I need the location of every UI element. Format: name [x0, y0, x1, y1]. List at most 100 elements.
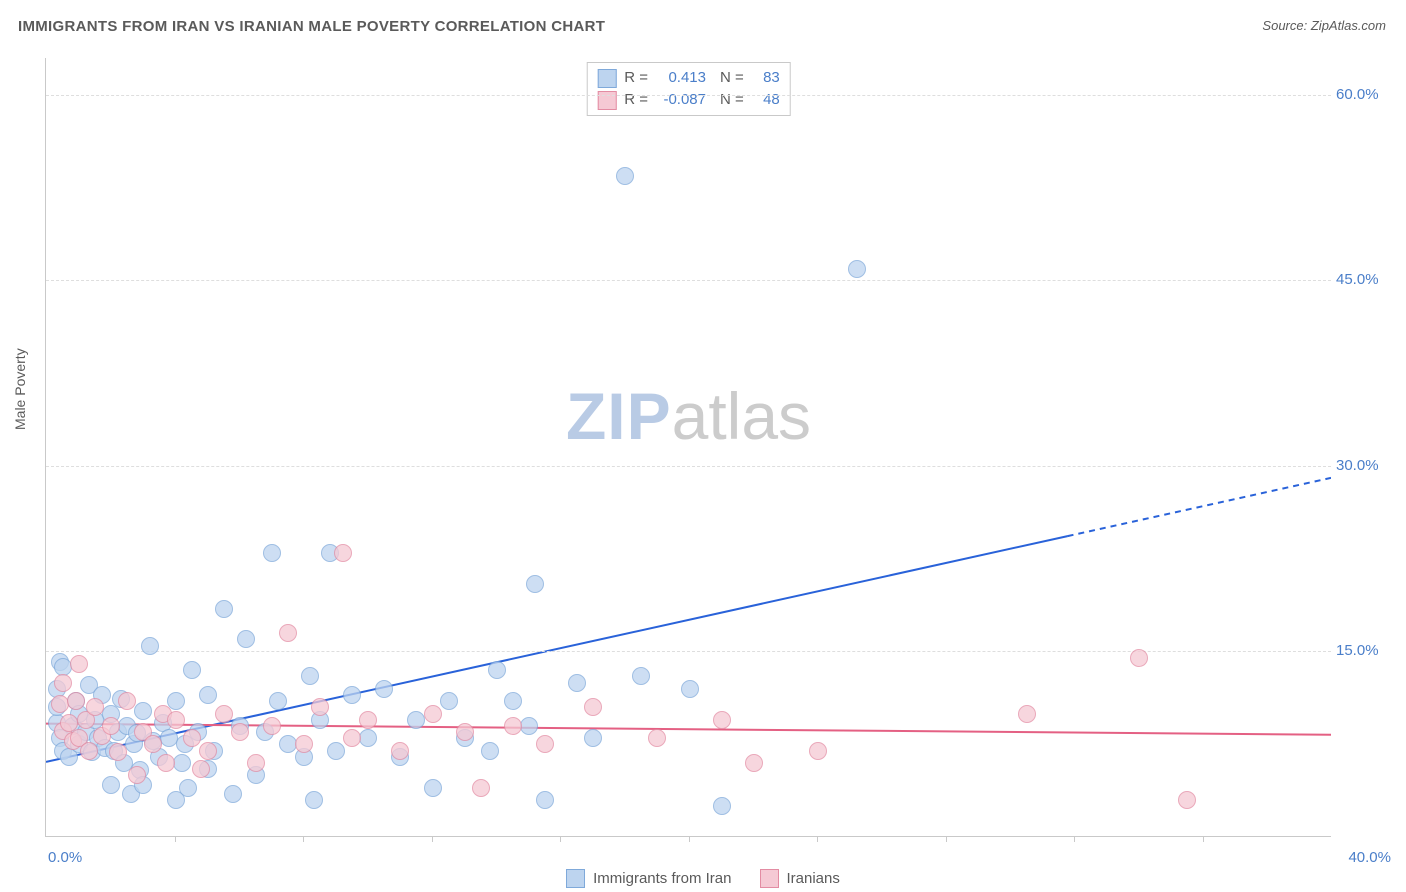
data-point — [375, 680, 393, 698]
series-swatch — [597, 69, 616, 88]
r-value: -0.087 — [656, 89, 706, 111]
data-point — [224, 785, 242, 803]
x-tick — [1074, 836, 1075, 842]
data-point — [745, 754, 763, 772]
data-point — [391, 742, 409, 760]
x-tick — [946, 836, 947, 842]
data-point — [584, 729, 602, 747]
data-point — [1130, 649, 1148, 667]
data-point — [173, 754, 191, 772]
data-point — [407, 711, 425, 729]
x-axis-max-label: 40.0% — [1348, 849, 1391, 866]
y-tick-label: 30.0% — [1336, 457, 1391, 474]
data-point — [488, 661, 506, 679]
data-point — [102, 717, 120, 735]
data-point — [157, 754, 175, 772]
data-point — [568, 674, 586, 692]
trend-line-extrapolated — [1068, 478, 1331, 536]
legend-swatch — [566, 869, 585, 888]
data-point — [167, 711, 185, 729]
data-point — [848, 260, 866, 278]
data-point — [269, 692, 287, 710]
data-point — [343, 729, 361, 747]
data-point — [67, 692, 85, 710]
data-point — [183, 661, 201, 679]
data-point — [301, 667, 319, 685]
data-point — [1178, 791, 1196, 809]
data-point — [263, 717, 281, 735]
data-point — [504, 692, 522, 710]
stats-row: R = 0.413 N = 83 — [597, 67, 780, 89]
data-point — [536, 791, 554, 809]
data-point — [279, 624, 297, 642]
x-tick — [1203, 836, 1204, 842]
y-tick-label: 45.0% — [1336, 271, 1391, 288]
source-value: ZipAtlas.com — [1311, 18, 1386, 33]
data-point — [70, 655, 88, 673]
watermark: ZIPatlas — [566, 378, 811, 454]
data-point — [263, 544, 281, 562]
data-point — [713, 711, 731, 729]
x-axis-min-label: 0.0% — [48, 849, 82, 866]
legend-label: Iranians — [787, 870, 840, 887]
legend-item: Iranians — [760, 869, 840, 888]
data-point — [632, 667, 650, 685]
legend-item: Immigrants from Iran — [566, 869, 731, 888]
watermark-zip: ZIP — [566, 379, 672, 453]
x-tick — [560, 836, 561, 842]
data-point — [1018, 705, 1036, 723]
y-tick-label: 60.0% — [1336, 86, 1391, 103]
data-point — [809, 742, 827, 760]
data-point — [584, 698, 602, 716]
r-label: R = — [624, 89, 648, 111]
x-tick — [175, 836, 176, 842]
data-point — [616, 167, 634, 185]
data-point — [183, 729, 201, 747]
x-tick — [432, 836, 433, 842]
stats-row: R = -0.087 N = 48 — [597, 89, 780, 111]
data-point — [424, 779, 442, 797]
data-point — [359, 729, 377, 747]
n-value: 48 — [752, 89, 780, 111]
source-credit: Source: ZipAtlas.com — [1262, 18, 1386, 33]
n-value: 83 — [752, 67, 780, 89]
y-gridline — [46, 466, 1331, 467]
data-point — [424, 705, 442, 723]
legend-label: Immigrants from Iran — [593, 870, 731, 887]
data-point — [54, 658, 72, 676]
watermark-atlas: atlas — [672, 379, 811, 453]
x-tick — [817, 836, 818, 842]
data-point — [343, 686, 361, 704]
chart-title: IMMIGRANTS FROM IRAN VS IRANIAN MALE POV… — [18, 18, 605, 35]
r-label: R = — [624, 67, 648, 89]
data-point — [215, 600, 233, 618]
data-point — [134, 702, 152, 720]
data-point — [247, 754, 265, 772]
data-point — [504, 717, 522, 735]
data-point — [231, 723, 249, 741]
y-axis-label: Male Poverty — [12, 348, 28, 430]
scatter-plot: ZIPatlas R =0.413N =83R =-0.087N =48 15.… — [45, 58, 1331, 837]
x-tick — [303, 836, 304, 842]
data-point — [305, 791, 323, 809]
data-point — [51, 695, 69, 713]
data-point — [681, 680, 699, 698]
data-point — [520, 717, 538, 735]
data-point — [237, 630, 255, 648]
r-value: 0.413 — [656, 67, 706, 89]
data-point — [648, 729, 666, 747]
data-point — [199, 686, 217, 704]
y-gridline — [46, 95, 1331, 96]
data-point — [102, 776, 120, 794]
y-tick-label: 15.0% — [1336, 642, 1391, 659]
data-point — [713, 797, 731, 815]
data-point — [327, 742, 345, 760]
n-label: N = — [720, 67, 744, 89]
data-point — [179, 779, 197, 797]
data-point — [526, 575, 544, 593]
data-point — [359, 711, 377, 729]
series-legend: Immigrants from Iran Iranians — [0, 869, 1406, 888]
data-point — [456, 723, 474, 741]
correlation-stats-box: R = 0.413 N = 83 R = -0.087 N = 48 — [586, 62, 791, 116]
n-label: N = — [720, 89, 744, 111]
